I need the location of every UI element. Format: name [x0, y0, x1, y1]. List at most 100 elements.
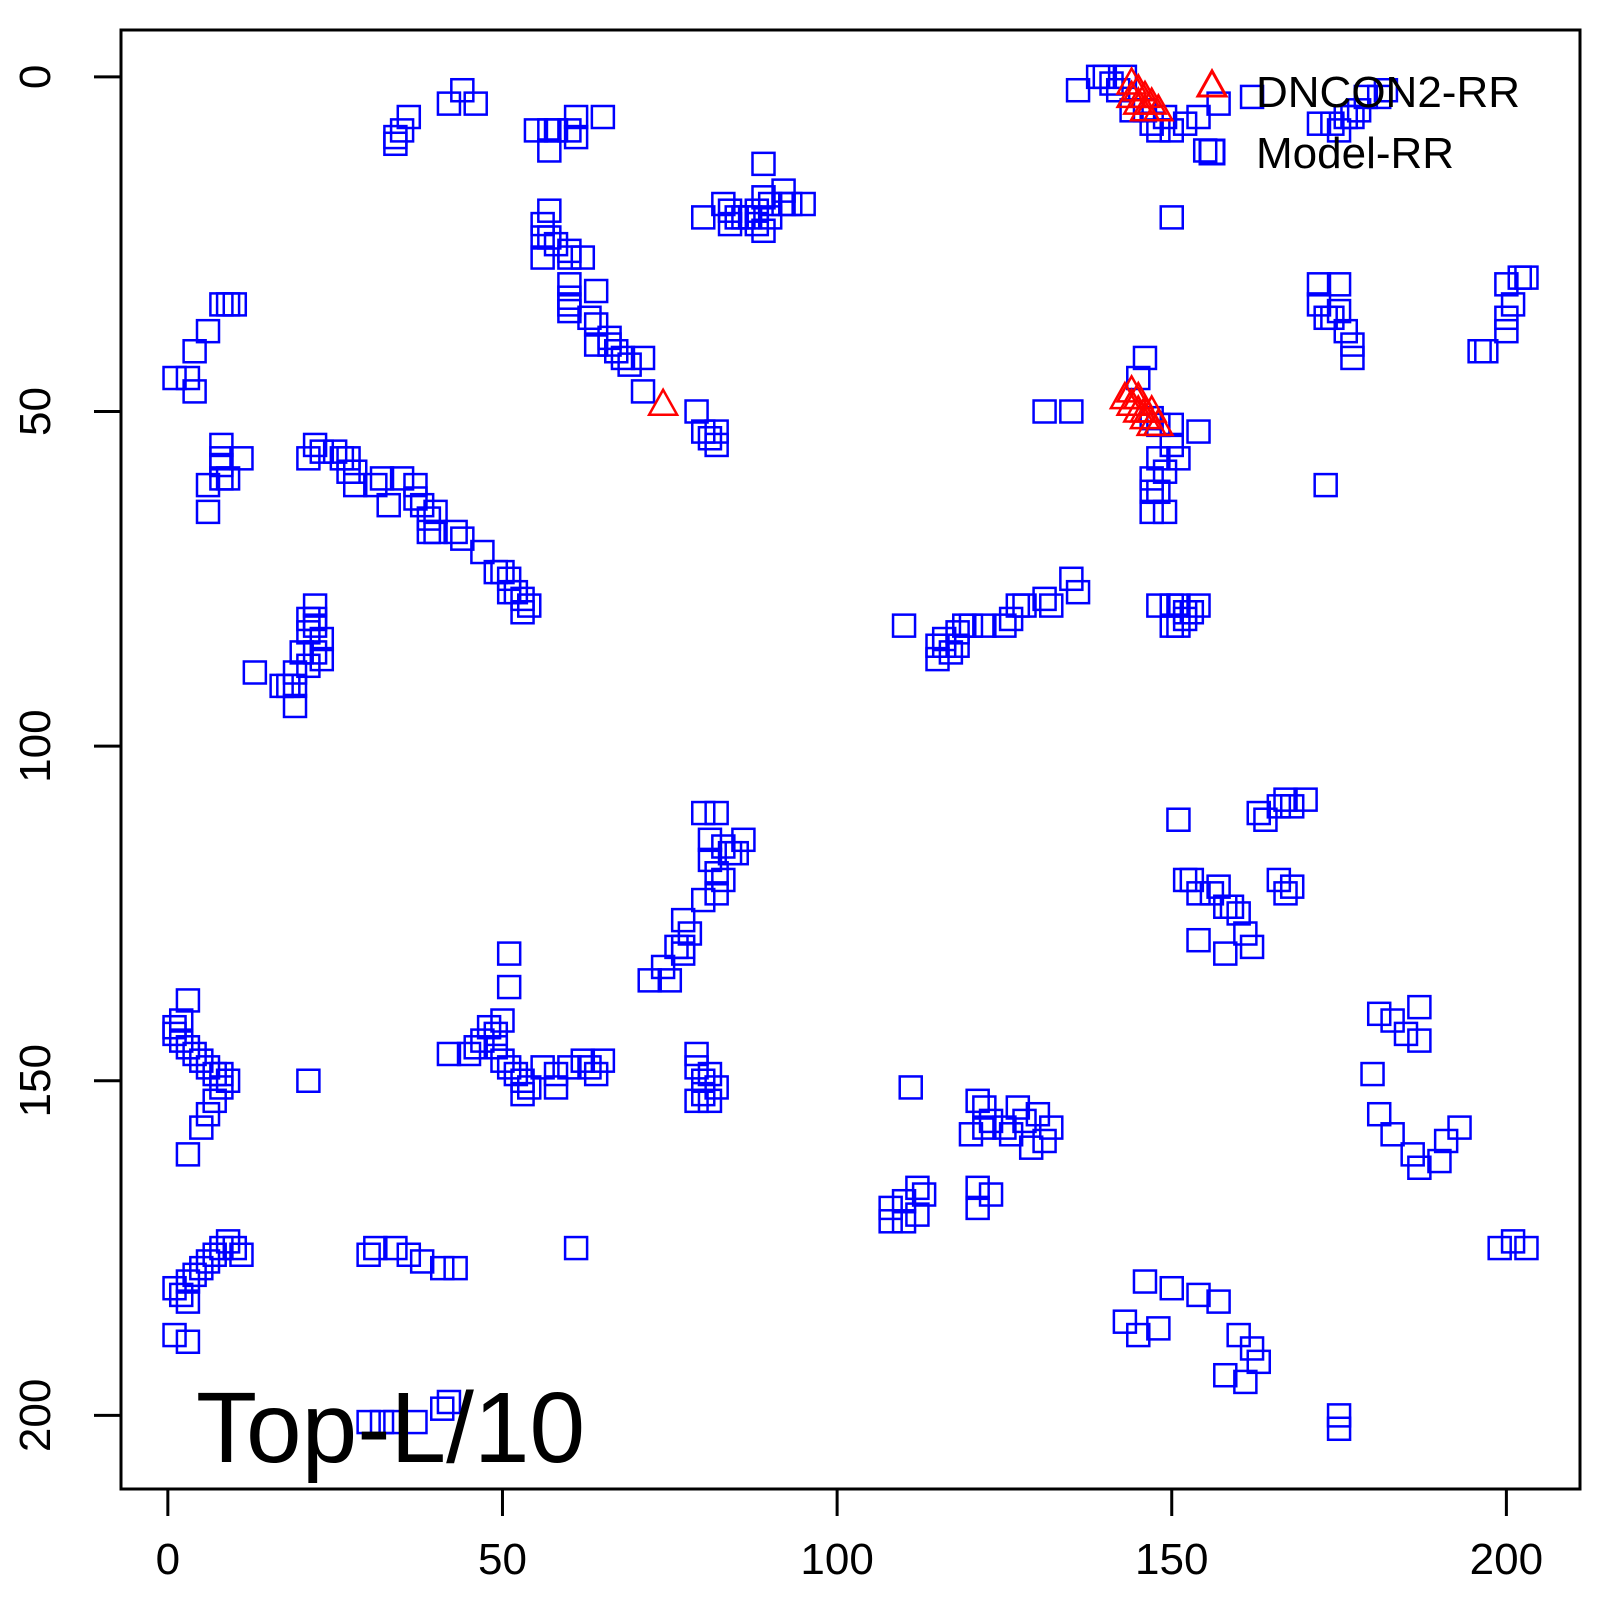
model-rr-point — [771, 178, 796, 203]
model-rr-point — [1139, 479, 1164, 505]
model-rr-point — [711, 834, 736, 859]
model-rr-point — [1206, 874, 1231, 899]
series-model-rr — [162, 64, 1539, 1442]
model-rr-point — [1447, 1115, 1472, 1140]
model-rr-point — [1320, 111, 1345, 136]
model-rr-point — [496, 1055, 522, 1080]
model-rr-point — [209, 1235, 234, 1261]
model-rr-point — [282, 693, 308, 719]
model-rr-point — [965, 1175, 990, 1201]
model-rr-point — [376, 492, 401, 518]
model-rr-point — [1246, 1349, 1272, 1375]
model-rr-point — [925, 633, 950, 658]
model-rr-point — [704, 861, 729, 886]
model-rr-point — [583, 312, 609, 337]
model-rr-point — [530, 245, 555, 270]
model-rr-point — [470, 1028, 495, 1053]
model-rr-point — [463, 1035, 488, 1060]
model-rr-point — [356, 1242, 381, 1268]
model-rr-point — [202, 1088, 227, 1114]
model-rr-point — [543, 231, 569, 257]
model-rr-point — [1166, 446, 1191, 471]
model-rr-point — [1266, 794, 1292, 819]
x-tick-label-50: 50 — [478, 1535, 527, 1584]
model-rr-point — [476, 1014, 502, 1040]
model-rr-point — [1172, 606, 1198, 632]
model-rr-point — [677, 921, 703, 946]
model-rr-point — [329, 446, 355, 471]
model-rr-point — [1159, 1275, 1184, 1301]
model-rr-point — [1146, 479, 1171, 505]
model-rr-point — [195, 1249, 221, 1274]
model-rr-point — [1306, 111, 1332, 136]
model-rr-point — [1494, 318, 1519, 344]
model-rr-point — [470, 539, 495, 565]
model-rr-point — [972, 613, 997, 638]
model-rr-point — [878, 1195, 903, 1221]
model-rr-point — [1059, 399, 1084, 424]
model-rr-point — [791, 191, 816, 217]
model-rr-point — [891, 613, 917, 638]
model-rr-point — [1005, 1095, 1031, 1120]
model-rr-point — [557, 118, 582, 143]
model-rr-point — [209, 1061, 234, 1087]
model-rr-point — [998, 606, 1024, 632]
model-rr-point — [1146, 118, 1171, 143]
model-rr-point — [1380, 1008, 1405, 1033]
model-rr-point — [1025, 1101, 1051, 1127]
model-rr-point — [1494, 305, 1519, 331]
model-rr-point — [1360, 1061, 1385, 1087]
dncon2-rr-point — [1128, 400, 1162, 430]
model-rr-point — [1326, 1403, 1352, 1428]
model-rr-point — [1032, 399, 1057, 424]
model-rr-point — [684, 1055, 709, 1080]
model-rr-point — [931, 626, 957, 652]
model-rr-point — [1112, 1309, 1138, 1334]
legend: DNCON2-RR Model-RR — [1195, 67, 1520, 178]
model-rr-point — [1032, 586, 1057, 612]
model-rr-point — [697, 1088, 723, 1114]
model-rr-point — [657, 968, 683, 993]
model-rr-point — [563, 104, 589, 130]
data-markers — [162, 64, 1539, 1442]
model-rr-point — [182, 338, 207, 364]
model-rr-point — [510, 586, 535, 612]
model-rr-point — [1340, 104, 1365, 130]
model-rr-point — [1206, 91, 1231, 116]
model-rr-point — [1266, 867, 1292, 893]
model-rr-point — [1132, 1269, 1158, 1294]
model-rr-point — [1226, 901, 1251, 926]
model-rr-point — [978, 1182, 1004, 1207]
model-rr-point — [1012, 1108, 1037, 1134]
model-rr-point — [1407, 994, 1432, 1020]
model-rr-point — [182, 379, 207, 404]
model-rr-point — [416, 519, 442, 545]
model-rr-point — [911, 1182, 937, 1207]
model-rr-point — [215, 466, 241, 491]
model-rr-point — [162, 1322, 187, 1348]
legend-label-dncon2-rr: DNCON2-RR — [1256, 68, 1520, 117]
model-rr-point — [1186, 927, 1211, 953]
legend-marker-model-rr — [1198, 138, 1226, 166]
model-rr-point — [557, 298, 582, 324]
model-rr-point — [403, 472, 428, 498]
model-rr-point — [369, 466, 395, 491]
model-rr-point — [175, 365, 201, 391]
model-rr-point — [1186, 593, 1211, 618]
model-rr-point — [1279, 874, 1305, 899]
model-rr-point — [503, 579, 529, 605]
model-rr-point — [209, 292, 234, 317]
model-rr-point — [336, 459, 361, 484]
model-rr-point — [229, 1242, 254, 1268]
model-rr-point — [1239, 934, 1265, 960]
model-rr-point — [704, 881, 729, 906]
model-rr-point — [175, 1289, 201, 1314]
model-rr-point — [383, 131, 408, 157]
model-rr-point — [436, 1389, 462, 1415]
model-rr-point — [1166, 593, 1191, 618]
model-rr-point — [1366, 1001, 1392, 1027]
model-rr-point — [731, 205, 756, 230]
model-rr-point — [1152, 499, 1178, 525]
model-rr-point — [931, 633, 957, 658]
